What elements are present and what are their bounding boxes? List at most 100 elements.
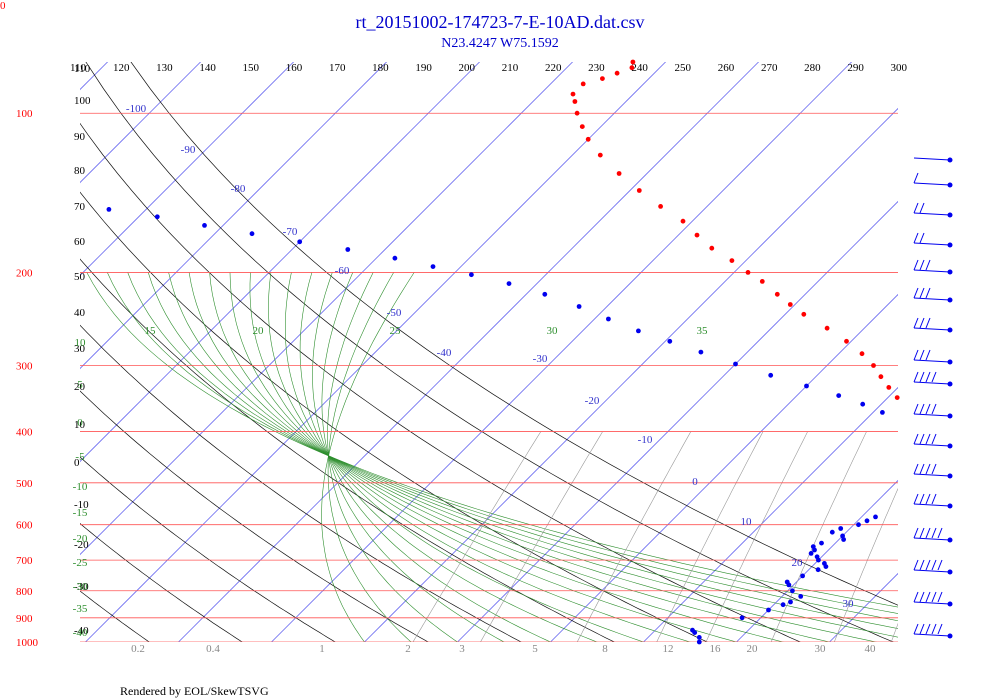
pressure-label: 300 — [16, 361, 33, 373]
pressure-label: 800 — [16, 586, 33, 598]
isotherm-line — [735, 479, 898, 642]
isotherm-line — [911, 31, 1000, 653]
moist-adiabat-line — [299, 272, 598, 642]
wind-barb-flag — [919, 259, 925, 271]
wind-barb-flag — [919, 527, 925, 539]
temperature-label: -40 — [437, 347, 452, 359]
dewpoint-point — [808, 551, 814, 556]
temperature-point — [859, 351, 865, 357]
pressure-label: 1000 — [16, 637, 39, 649]
wind-barb-staff — [913, 242, 951, 246]
wind-barb-flag — [913, 259, 919, 271]
isotherm-line — [363, 107, 898, 642]
dewpoint-point — [814, 554, 820, 560]
dewpoint-point — [829, 529, 835, 535]
temperature-point — [680, 218, 686, 224]
wind-barb-flag — [931, 591, 937, 603]
theta-label: 120 — [113, 62, 130, 74]
wind-barb-flag — [931, 463, 937, 475]
wind-barb-flag — [931, 527, 937, 539]
wind-barb-staff — [913, 182, 951, 186]
wind-barb-flag — [931, 493, 937, 505]
wind-barb-flag — [919, 403, 925, 415]
dewpoint-point — [606, 316, 611, 322]
mixing-ratio-line — [576, 431, 692, 642]
theta-e-label: 30 — [547, 325, 559, 337]
wind-barb-staff — [913, 327, 951, 331]
theta-e-label: 25 — [390, 325, 402, 337]
moist-adiabat-line — [321, 272, 505, 642]
wind-barb-staff — [913, 473, 951, 477]
theta-label: 190 — [415, 62, 432, 74]
altitude-label: 50 — [74, 271, 86, 283]
wind-barb-flag — [919, 493, 925, 505]
temperature-point — [616, 171, 622, 176]
temperature-point — [894, 395, 900, 400]
dewpoint-point — [838, 526, 844, 531]
altitude-label: 90 — [74, 131, 86, 143]
altitude-label: 0 — [74, 457, 80, 469]
wind-barb-flag — [937, 591, 943, 603]
dry-adiabat-line — [80, 590, 150, 642]
dewpoint-point — [698, 349, 704, 355]
temperature-point — [614, 70, 620, 76]
mixing-ratio-label: 8 — [602, 643, 608, 655]
mixing-ratio-label: 5 — [532, 643, 538, 655]
dewpoint-point — [345, 247, 351, 252]
wind-barb-flag — [925, 287, 931, 299]
temperature-point — [574, 110, 580, 116]
moist-adiabat-line — [327, 272, 459, 642]
moist-adiabat-line — [268, 272, 692, 642]
dry-adiabat-line — [80, 122, 802, 642]
moist-adiabat-line — [107, 272, 898, 614]
theta-label: 270 — [761, 62, 778, 74]
temperature-point — [745, 270, 751, 275]
wind-barb-staff — [913, 212, 951, 216]
dewpoint-point — [800, 573, 805, 579]
temperature-point — [629, 65, 635, 71]
temperature-point — [878, 374, 884, 380]
wind-barb-flag — [925, 623, 931, 635]
dewpoint-point — [696, 635, 702, 640]
temperature-point — [579, 124, 585, 129]
theta-e-label: -30 — [73, 581, 88, 593]
mixing-ratio-line — [412, 431, 542, 642]
temperature-point — [636, 188, 642, 193]
temperature-point — [787, 302, 793, 307]
dewpoint-point — [202, 223, 207, 228]
moist-adiabat-line — [168, 272, 898, 638]
theta-label: 170 — [329, 62, 346, 74]
dewpoint-point — [840, 533, 845, 539]
mixing-ratio-line — [480, 431, 603, 642]
isotherm-line — [80, 62, 295, 277]
wind-barb-flag — [919, 623, 925, 635]
dewpoint-point — [880, 410, 885, 415]
pressure-label: 200 — [16, 267, 33, 279]
dewpoint-point — [636, 328, 641, 334]
dry-adiabat-line — [80, 456, 336, 642]
temperature-point — [580, 81, 586, 87]
theta-label: 180 — [372, 62, 389, 74]
temperature-point — [600, 76, 605, 81]
dewpoint-point — [576, 304, 582, 309]
mixing-ratio-label: 20 — [747, 643, 759, 655]
mixing-ratio-label: 1 — [319, 643, 325, 655]
mixing-ratio-line — [770, 431, 867, 642]
theta-label: 290 — [847, 62, 864, 74]
moist-adiabat-line — [229, 272, 785, 642]
wind-barb-staff — [913, 443, 951, 447]
temperature-point — [729, 258, 735, 263]
mixing-ratio-label: 30 — [815, 643, 827, 655]
theta-label: 220 — [545, 62, 562, 74]
temperature-label: 10 — [741, 516, 753, 528]
mixing-ratio-label: 3 — [459, 643, 465, 655]
dewpoint-point — [856, 522, 861, 528]
altitude-label: 100 — [74, 95, 91, 107]
theta-e-label: -5 — [75, 451, 85, 463]
dewpoint-point — [154, 214, 160, 220]
wind-barb-flag — [913, 172, 919, 184]
dewpoint-point — [784, 579, 790, 585]
wind-barb-flag — [925, 527, 931, 539]
wind-barb-flag — [919, 202, 925, 214]
theta-label: 240 — [631, 62, 648, 74]
